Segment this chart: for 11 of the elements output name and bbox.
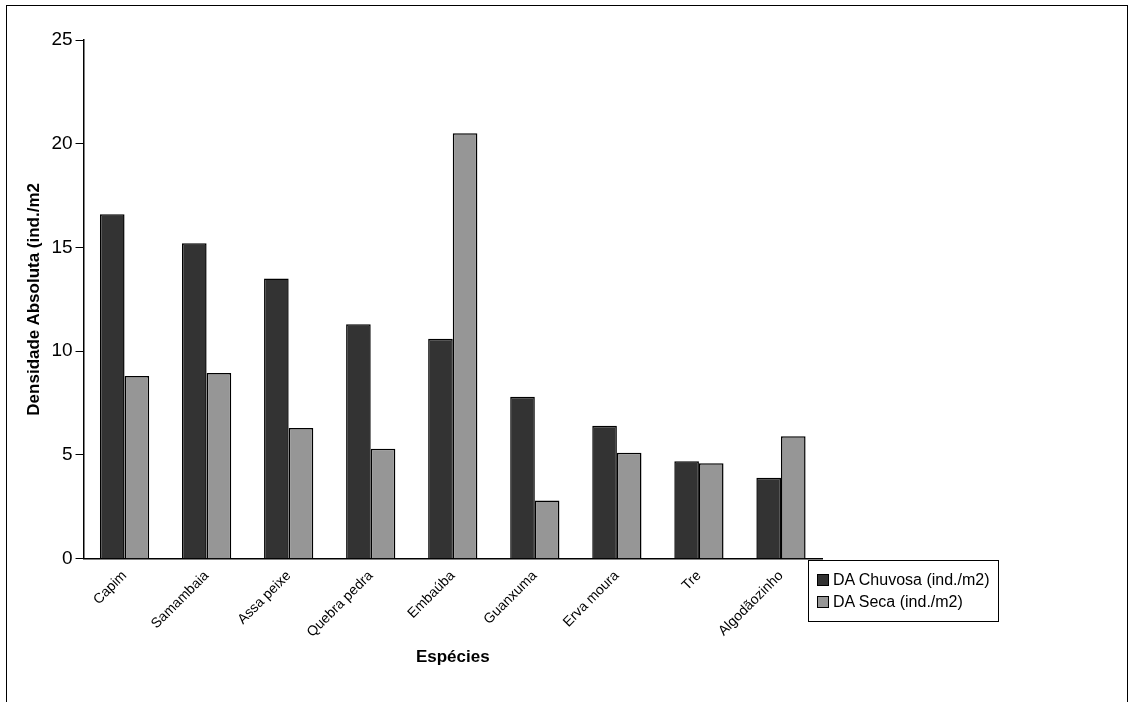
legend-label: DA Seca (ind./m2) <box>833 593 963 611</box>
y-tick-label: 10 <box>51 339 73 361</box>
y-tick-label: 0 <box>61 546 73 568</box>
legend-label: DA Chuvosa (ind./m2) <box>833 571 990 589</box>
x-axis-title: Espécies <box>415 647 490 667</box>
y-tick-label: 20 <box>51 131 73 153</box>
y-tick-label: 15 <box>51 235 73 257</box>
y-axis-title: Densidade Absoluta (ind./m2 <box>23 182 43 416</box>
y-tick-label: 25 <box>51 28 73 50</box>
y-tick-label: 5 <box>61 443 73 465</box>
x-tick-label: Tre <box>677 566 704 593</box>
